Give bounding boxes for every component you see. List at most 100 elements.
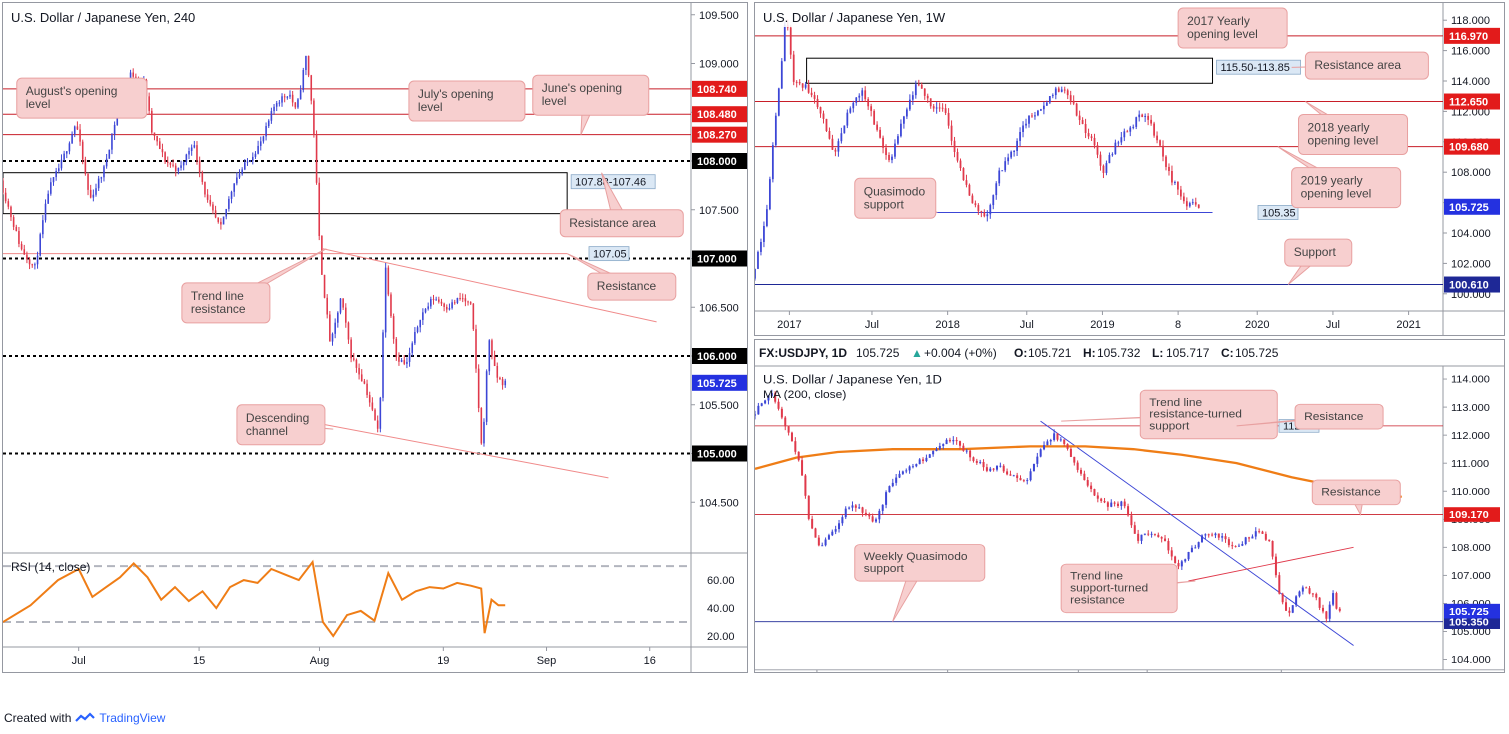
bull-candle xyxy=(1001,170,1004,172)
bear-candle xyxy=(1182,196,1185,202)
bear-candle xyxy=(1147,533,1150,535)
rsi-tick-label: 60.00 xyxy=(707,575,735,587)
bull-candle xyxy=(995,465,998,470)
bull-candle xyxy=(1174,182,1176,184)
bear-candle xyxy=(294,102,297,108)
bull-candle xyxy=(911,95,914,100)
bear-candle xyxy=(879,129,881,138)
bear-candle xyxy=(807,84,810,93)
usdjpy-240-chart-panel[interactable]: 109.500109.000108.500108.000107.500107.0… xyxy=(2,2,748,673)
usdjpy-1w-chart[interactable]: 118.000116.000114.000112.000110.000108.0… xyxy=(755,3,1504,335)
bear-candle xyxy=(777,401,780,409)
bull-candle xyxy=(1200,535,1204,543)
bear-candle xyxy=(164,152,166,162)
bear-candle xyxy=(922,459,925,462)
usdjpy-1d-chart-panel[interactable]: 114.000113.000112.000111.000110.000109.0… xyxy=(754,339,1505,673)
callout-text-line: July's opening xyxy=(418,87,494,101)
bull-candle xyxy=(1060,89,1063,92)
bull-candle xyxy=(451,302,453,309)
bull-candle xyxy=(1042,105,1045,110)
bear-candle xyxy=(1157,534,1160,538)
bear-candle xyxy=(959,160,962,169)
bear-candle xyxy=(496,366,499,378)
bear-candle xyxy=(1335,593,1338,609)
bear-candle xyxy=(345,307,347,323)
bull-candle xyxy=(1108,155,1111,164)
bull-candle xyxy=(989,205,992,215)
bull-candle xyxy=(1013,150,1016,152)
bear-candle xyxy=(1156,135,1158,141)
y-tick-label: 106.500 xyxy=(699,302,739,314)
x-tick-label: Jul xyxy=(72,655,86,667)
bear-candle xyxy=(1076,462,1079,470)
callout-text-line: Resistance xyxy=(1304,411,1363,422)
bear-candle xyxy=(26,254,28,260)
usdjpy-240-chart[interactable]: 109.500109.000108.500108.000107.500107.0… xyxy=(3,3,747,672)
bear-candle xyxy=(443,303,445,307)
bear-candle xyxy=(1234,546,1237,548)
y-tick-label: 112.000 xyxy=(1451,430,1490,441)
bear-candle xyxy=(395,338,398,358)
bear-candle xyxy=(1123,501,1126,507)
bear-candle xyxy=(876,124,879,130)
bull-candle xyxy=(1105,163,1108,173)
callout-text-line: 2019 yearly xyxy=(1301,174,1363,188)
bull-candle xyxy=(998,170,1001,184)
bear-candle xyxy=(491,340,493,356)
bear-candle xyxy=(813,95,816,99)
bear-candle xyxy=(347,322,350,340)
bear-candle xyxy=(158,141,161,150)
bull-candle xyxy=(1049,439,1052,442)
y-tick-label: 105.500 xyxy=(699,400,739,412)
bull-candle xyxy=(1053,433,1056,440)
callout-box xyxy=(854,544,986,582)
bull-candle xyxy=(193,145,196,148)
bear-candle xyxy=(885,147,887,156)
bull-candle xyxy=(938,445,941,450)
bull-candle xyxy=(249,160,251,162)
bear-candle xyxy=(1072,100,1075,104)
bear-candle xyxy=(972,457,975,461)
bull-candle xyxy=(44,203,47,221)
level-price-label: 108.480 xyxy=(697,109,737,121)
header-o_label: O: xyxy=(1014,346,1027,360)
daily-plot-area[interactable]: 114.000113.000112.000111.000110.000109.0… xyxy=(755,366,1504,672)
bull-candle xyxy=(1190,547,1193,552)
bear-candle xyxy=(1211,534,1214,536)
bull-candle xyxy=(1254,531,1257,537)
bull-candle xyxy=(1204,534,1207,536)
bull-candle xyxy=(228,198,230,209)
y-tick-label: 118.000 xyxy=(1451,15,1490,27)
x-tick-label: Aug xyxy=(310,655,330,667)
bear-candle xyxy=(174,165,177,172)
header-c: 105.725 xyxy=(1235,346,1279,360)
bull-candle xyxy=(58,168,60,171)
usdjpy-1w-chart-panel[interactable]: 118.000116.000114.000112.000110.000108.0… xyxy=(754,2,1505,336)
bear-candle xyxy=(1308,588,1311,594)
bear-candle xyxy=(873,110,876,125)
bull-candle xyxy=(897,136,899,144)
bear-candle xyxy=(882,137,884,148)
level-price-label: 109.170 xyxy=(1449,510,1489,521)
bear-candle xyxy=(959,441,962,446)
bull-candle xyxy=(774,115,777,146)
bull-candle xyxy=(945,439,948,445)
bear-candle xyxy=(76,126,79,130)
bull-candle xyxy=(485,371,488,422)
bull-candle xyxy=(1144,115,1147,117)
tradingview-brand[interactable]: TradingView xyxy=(99,711,166,725)
bull-candle xyxy=(63,153,65,160)
bull-candle xyxy=(400,360,403,362)
bear-candle xyxy=(864,512,867,515)
callout-box xyxy=(1060,563,1178,614)
bear-candle xyxy=(1338,608,1341,611)
bear-candle xyxy=(968,184,971,196)
bear-candle xyxy=(198,160,201,173)
usdjpy-1d-chart[interactable]: 114.000113.000112.000111.000110.000109.0… xyxy=(755,340,1504,672)
x-tick-label: Jul xyxy=(865,319,879,331)
bull-candle xyxy=(858,507,861,509)
bear-candle xyxy=(355,359,358,368)
bull-candle xyxy=(1244,537,1247,544)
bull-candle xyxy=(905,109,908,117)
bear-candle xyxy=(374,409,376,421)
